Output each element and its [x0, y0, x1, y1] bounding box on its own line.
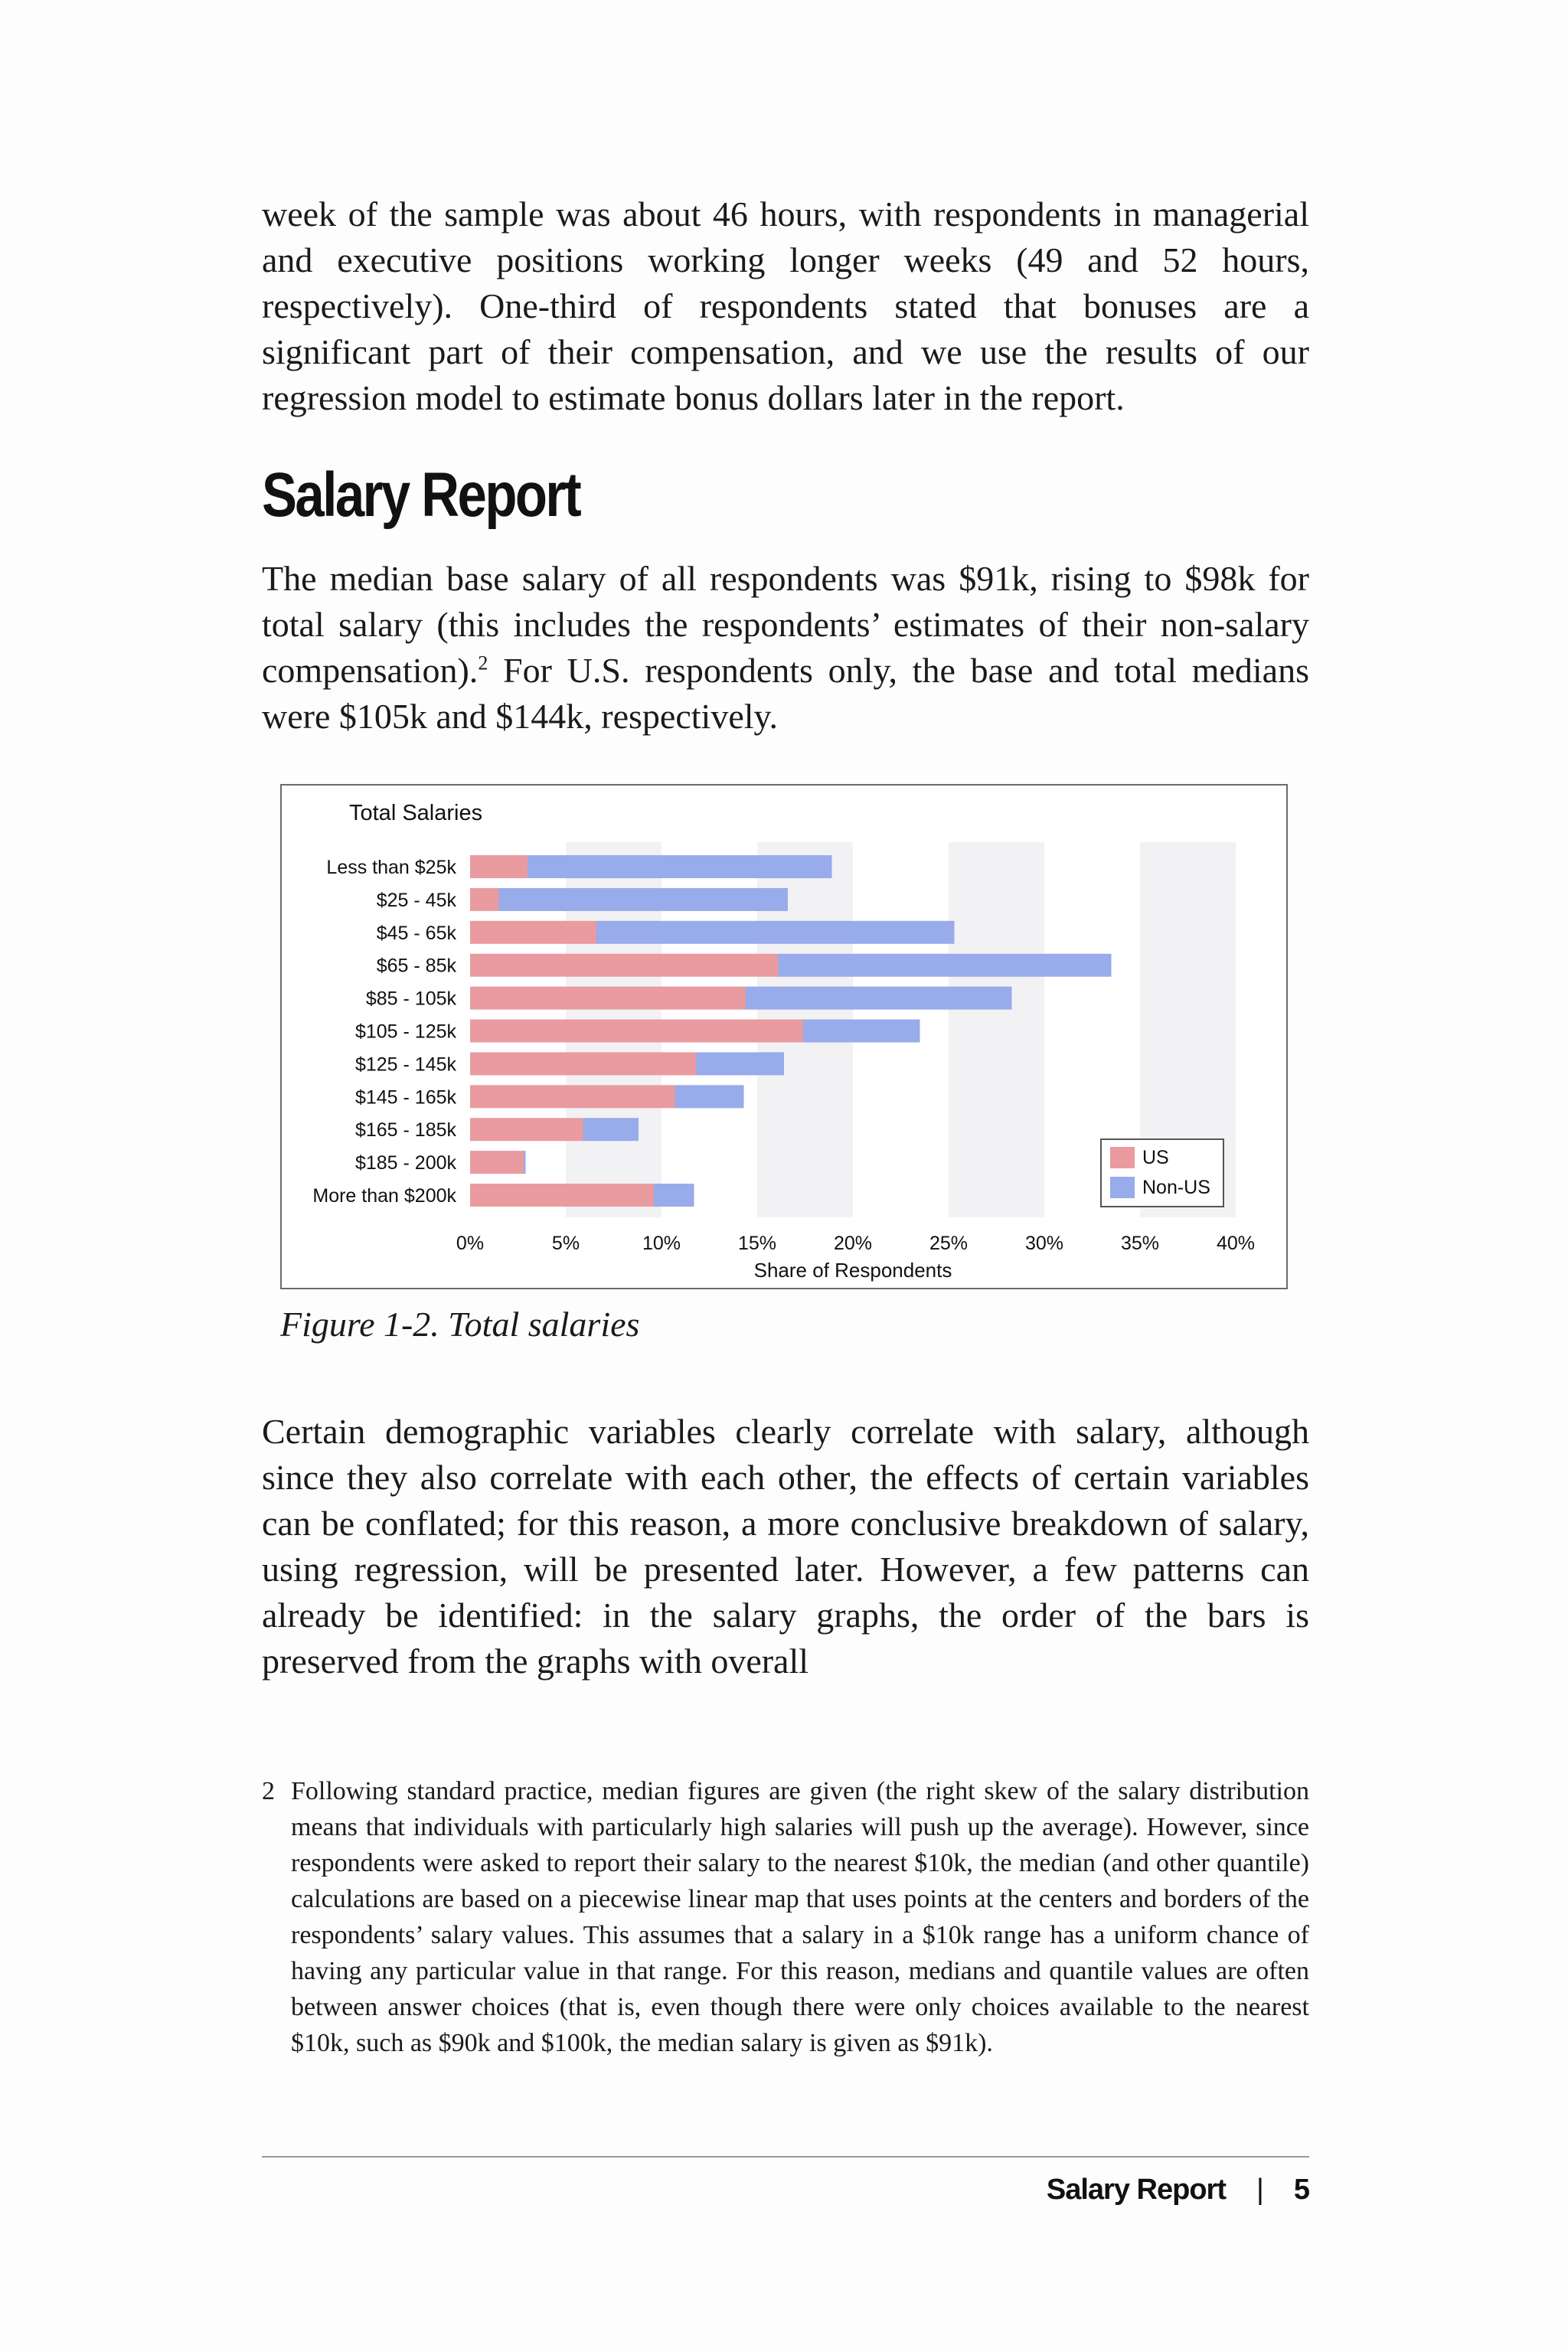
footnote: 2 Following standard practice, median fi… — [262, 1773, 1309, 2061]
x-tick-label: 40% — [1217, 1233, 1255, 1254]
paragraph-after-figure: Certain demographic variables clearly co… — [262, 1412, 1309, 1681]
bar-us — [470, 920, 596, 944]
category-label: $125 - 145k — [355, 1054, 457, 1075]
footer-rule — [262, 2156, 1309, 2158]
paragraph-salary-part-b: For U.S. respondents only, the base and … — [262, 651, 1309, 736]
bar-us — [470, 1184, 654, 1207]
bar-non-us — [654, 1184, 694, 1207]
x-tick-label: 5% — [552, 1233, 580, 1254]
category-label: $45 - 65k — [377, 923, 457, 944]
paragraph-salary-part-a: The median base salary of all respondent… — [262, 559, 1309, 690]
bar-us — [470, 1019, 803, 1043]
bar-non-us — [675, 1085, 744, 1109]
x-tick-label: 25% — [929, 1233, 968, 1254]
bar-us — [470, 855, 528, 878]
x-tick-label: 15% — [738, 1233, 776, 1254]
bar-non-us — [528, 855, 832, 878]
bar-non-us — [778, 953, 1112, 977]
figure-total-salaries: Total Salaries Less than $25k $25 - 45k $45… — [280, 784, 1288, 1289]
bar-non-us — [803, 1019, 920, 1043]
x-axis-label: Share of Respondents — [754, 1259, 952, 1282]
bar-non-us — [596, 920, 955, 944]
footer-section-title: Salary Report — [1046, 2173, 1227, 2206]
bar-us — [470, 1118, 583, 1142]
bar-non-us — [524, 1151, 526, 1174]
grid-band — [949, 842, 1044, 1217]
category-label: $65 - 85k — [377, 956, 457, 977]
footnote-number: 2 — [262, 1777, 275, 1805]
bar-non-us — [583, 1118, 639, 1142]
paragraph-salary: The median base salary of all respondent… — [262, 556, 1309, 740]
bar-us — [470, 1085, 675, 1109]
bar-non-us — [746, 986, 1012, 1010]
chart-title: Total Salaries — [349, 801, 482, 825]
category-label: $25 - 45k — [377, 890, 457, 911]
legend-swatch-us — [1110, 1147, 1135, 1168]
footer-separator: | — [1256, 2173, 1264, 2206]
category-label: Less than $25k — [326, 857, 456, 878]
legend-label-non-us: Non-US — [1142, 1177, 1210, 1198]
x-tick-label: 0% — [456, 1233, 484, 1254]
bar-us — [470, 887, 499, 911]
x-tick-label: 35% — [1121, 1233, 1159, 1254]
x-tick-label: 10% — [642, 1233, 681, 1254]
bar-non-us — [696, 1052, 784, 1076]
category-label: More than $200k — [312, 1185, 456, 1207]
bar-us — [470, 1151, 524, 1174]
category-label: $85 - 105k — [366, 988, 457, 1010]
total-salaries-chart: Total Salaries Less than $25k $25 - 45k $45… — [312, 801, 1255, 1282]
footnote-reference[interactable]: 2 — [478, 652, 488, 675]
section-heading: Salary Report — [262, 460, 582, 530]
category-label: $185 - 200k — [355, 1152, 457, 1174]
page-number: 5 — [1293, 2173, 1310, 2206]
bar-us — [470, 986, 746, 1010]
bar-us — [470, 1052, 696, 1076]
category-label: $105 - 125k — [355, 1021, 457, 1043]
paragraph-top: week of the sample was about 46 hours, w… — [262, 194, 1309, 417]
footnote-text: Following standard practice, median figu… — [291, 1777, 1309, 2057]
legend-swatch-non-us — [1110, 1177, 1135, 1198]
x-tick-label: 30% — [1025, 1233, 1063, 1254]
category-label: $145 - 165k — [355, 1086, 457, 1108]
legend-label-us: US — [1142, 1147, 1169, 1168]
running-footer: Salary Report | 5 — [1046, 2167, 1310, 2213]
figure-caption: Figure 1-2. Total salaries — [280, 1305, 640, 1344]
bar-non-us — [498, 887, 788, 911]
category-label: $165 - 185k — [355, 1119, 457, 1141]
bar-us — [470, 953, 779, 977]
x-tick-label: 20% — [834, 1233, 872, 1254]
